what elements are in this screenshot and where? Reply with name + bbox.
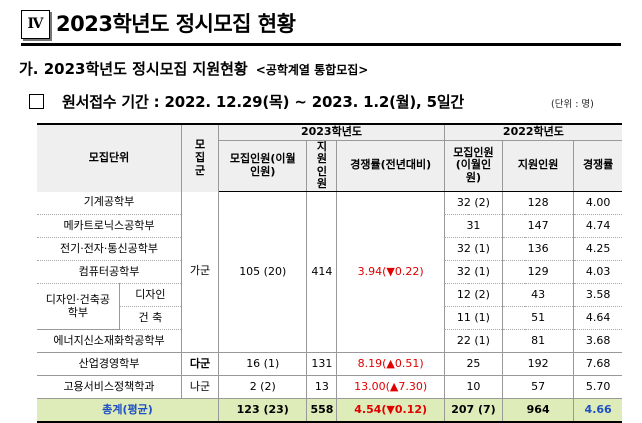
group-cell: 나군 [181, 375, 220, 400]
unit-cell: 산업경영학부 [37, 352, 182, 377]
unit-cell: 고용서비스정책학과 [37, 375, 182, 400]
admission-table: 모집단위 모집군 2023학년도 2022학년도 모집인원(이월인원) 지원인원… [37, 123, 622, 423]
header-2022: 2022학년도 [444, 123, 622, 141]
applicants-2022-cell: 128 [502, 191, 575, 216]
header-2023: 2023학년도 [218, 123, 445, 141]
header-quota: 모집인원(이월인원) [218, 140, 308, 193]
applicants-2022-cell: 192 [502, 352, 575, 377]
subtitle-text: 가. 2023학년도 정시모집 지원현황 [19, 60, 248, 78]
subtitle: 가. 2023학년도 정시모집 지원현황 <공학계열 통합모집> [19, 58, 368, 79]
header-group: 모집군 [181, 123, 220, 192]
total-ratio: 4.54(▼0.12) [336, 398, 445, 423]
applicants-2022-cell: 129 [502, 260, 575, 285]
applicants-2022-cell: 81 [502, 329, 575, 354]
quota-cell: 105 (20) [218, 191, 308, 354]
quota-2022-cell: 10 [444, 375, 504, 400]
quota-2022-cell: 32 (2) [444, 191, 504, 216]
unit-cell: 디자인 [119, 283, 182, 308]
table-row: 메카트로닉스공학부 31 147 4.74 [37, 214, 622, 239]
header-unit: 모집단위 [37, 123, 182, 192]
applicants-cell: 13 [306, 375, 338, 400]
ratio-cell: 13.00(▲7.30) [336, 375, 445, 400]
applicants-cell: 414 [306, 191, 338, 354]
table-row: 전기·전자·통신공학부 32 (1) 136 4.25 [37, 237, 622, 262]
applicants-2022-cell: 57 [502, 375, 575, 400]
square-bullet-icon [29, 94, 44, 109]
quota-2022-cell: 31 [444, 214, 504, 239]
applicants-2022-cell: 43 [502, 283, 575, 308]
total-quota-2022: 207 (7) [444, 398, 504, 423]
quota-2022-cell: 12 (2) [444, 283, 504, 308]
quota-cell: 16 (1) [218, 352, 308, 377]
header-applicants-2022: 지원인원 [502, 140, 575, 193]
ratio-cell: 3.94(▼0.22) [336, 191, 445, 354]
table-row: 디자인·건축공학부 디자인 12 (2) 43 3.58 [37, 283, 622, 331]
header-quota-2022: 모집인원(이월인원) [444, 140, 504, 193]
table-row: 고용서비스정책학과 나군 2 (2) 13 13.00(▲7.30) 10 57… [37, 375, 622, 400]
header-applicants: 지원인원 [306, 140, 338, 193]
table-row: 산업경영학부 다군 16 (1) 131 8.19(▲0.51) 25 192 … [37, 352, 622, 377]
ratio-2022-cell: 4.00 [573, 191, 622, 216]
ratio-2022-cell: 3.58 [573, 283, 622, 308]
ratio-2022-cell: 5.70 [573, 375, 622, 400]
ratio-2022-cell: 4.25 [573, 237, 622, 262]
section-number-box: Ⅳ [21, 10, 50, 39]
quota-2022-cell: 25 [444, 352, 504, 377]
quota-2022-cell: 11 (1) [444, 306, 504, 331]
unit-cell: 기계공학부 [37, 191, 182, 216]
table-row: 컴퓨터공학부 32 (1) 129 4.03 [37, 260, 622, 285]
quota-cell: 2 (2) [218, 375, 308, 400]
applicants-2022-cell: 147 [502, 214, 575, 239]
unit-cell: 메카트로닉스공학부 [37, 214, 182, 239]
header-ratio: 경쟁률(전년대비) [336, 140, 445, 193]
group-cell: 다군 [181, 352, 220, 377]
header-ratio-2022: 경쟁률 [573, 140, 622, 193]
ratio-cell: 8.19(▲0.51) [336, 352, 445, 377]
applicants-cell: 131 [306, 352, 338, 377]
unit-cell: 건 축 [119, 306, 182, 331]
unit-label: (단위 : 명) [551, 99, 594, 110]
quota-2022-cell: 22 (1) [444, 329, 504, 354]
table-row: 에너지신소재화학공학부 22 (1) 81 3.68 [37, 329, 622, 354]
total-applicants-2022: 964 [502, 398, 575, 423]
table-row: 기계공학부 가군 105 (20) 414 3.94(▼0.22) 32 (2)… [37, 191, 622, 354]
applicants-2022-cell: 51 [502, 306, 575, 331]
total-quota: 123 (23) [218, 398, 308, 423]
quota-2022-cell: 32 (1) [444, 237, 504, 262]
page-title: 2023학년도 정시모집 현황 [56, 12, 296, 36]
unit-cell: 컴퓨터공학부 [37, 260, 182, 285]
ratio-2022-cell: 4.64 [573, 306, 622, 331]
unit-cell: 에너지신소재화학공학부 [37, 329, 182, 354]
ratio-2022-cell: 7.68 [573, 352, 622, 377]
total-row: 총계(평균) 123 (23) 558 4.54(▼0.12) 207 (7) … [37, 398, 622, 423]
ratio-2022-cell: 3.68 [573, 329, 622, 354]
subtitle-note: <공학계열 통합모집> [255, 63, 369, 77]
total-applicants: 558 [306, 398, 338, 423]
applicants-2022-cell: 136 [502, 237, 575, 262]
design-group-cell: 디자인·건축공학부 [37, 283, 120, 331]
quota-2022-cell: 32 (1) [444, 260, 504, 285]
total-ratio-2022: 4.66 [573, 398, 622, 423]
group-cell: 가군 [181, 191, 220, 354]
table-row: 건 축 11 (1) 51 4.64 [37, 306, 622, 331]
total-label: 총계(평균) [37, 398, 220, 423]
unit-cell: 전기·전자·통신공학부 [37, 237, 182, 262]
application-period: 원서접수 기간 : 2022. 12.29(목) ~ 2023. 1.2(월),… [62, 93, 465, 111]
ratio-2022-cell: 4.74 [573, 214, 622, 239]
ratio-2022-cell: 4.03 [573, 260, 622, 285]
title-underline [21, 43, 621, 46]
